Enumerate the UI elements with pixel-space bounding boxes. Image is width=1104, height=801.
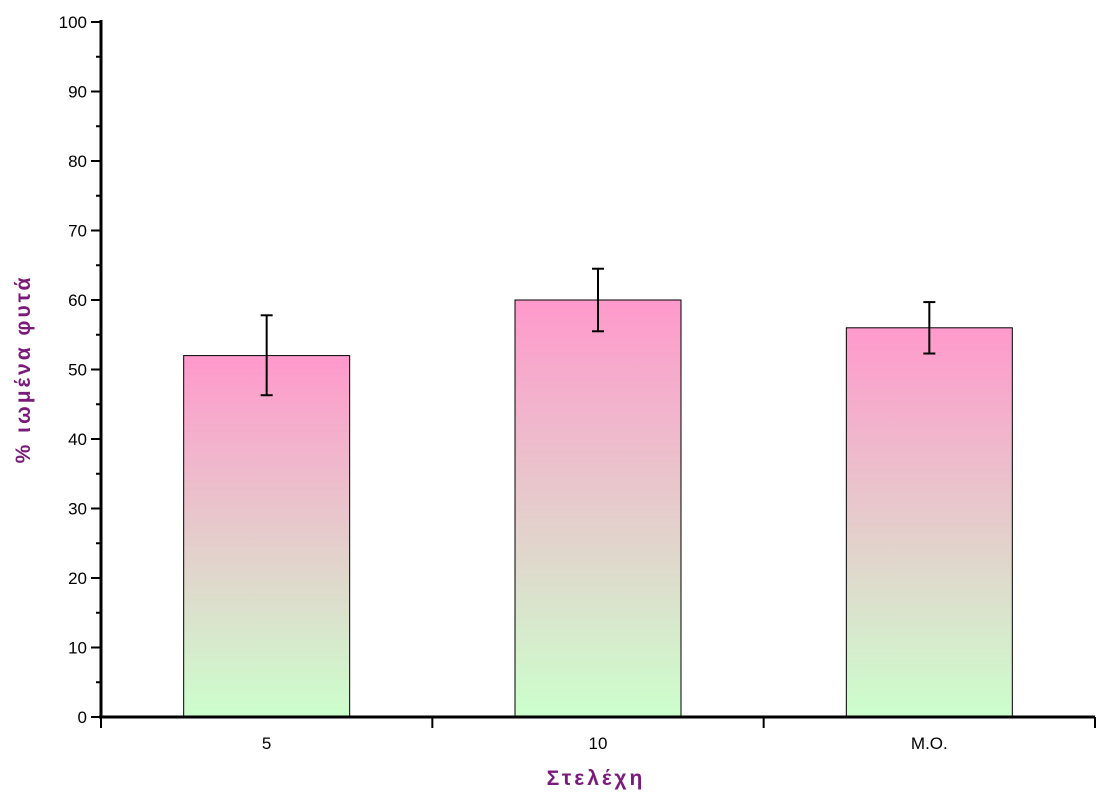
error-bars: [260, 267, 936, 397]
y-tick-label: 70: [68, 222, 87, 241]
y-tick-label: 80: [68, 152, 87, 171]
x-tick-label: 10: [589, 734, 608, 753]
y-tick-label: 100: [59, 13, 87, 32]
bar: [514, 299, 682, 718]
y-tick-label: 90: [68, 83, 87, 102]
y-tick-label: 20: [68, 569, 87, 588]
bar: [183, 355, 351, 718]
bars: [183, 299, 1013, 718]
y-tick-label: 10: [68, 639, 87, 658]
y-tick-label: 40: [68, 430, 87, 449]
y-tick-label: 50: [68, 361, 87, 380]
axes: [91, 20, 1096, 728]
y-tick-label: 60: [68, 291, 87, 310]
y-tick-label: 0: [78, 708, 87, 727]
x-tick-label: 5: [262, 734, 271, 753]
y-axis-title: % ιωμένα φυτά: [12, 275, 35, 464]
bar: [845, 327, 1013, 718]
y-tick-label: 30: [68, 500, 87, 519]
tick-labels: 5 10 M.O. 0 10 20 30 40 50 60 70 80 90 100: [59, 13, 948, 753]
x-tick-label: M.O.: [911, 734, 948, 753]
x-axis-title: Στελέχη: [547, 767, 646, 790]
